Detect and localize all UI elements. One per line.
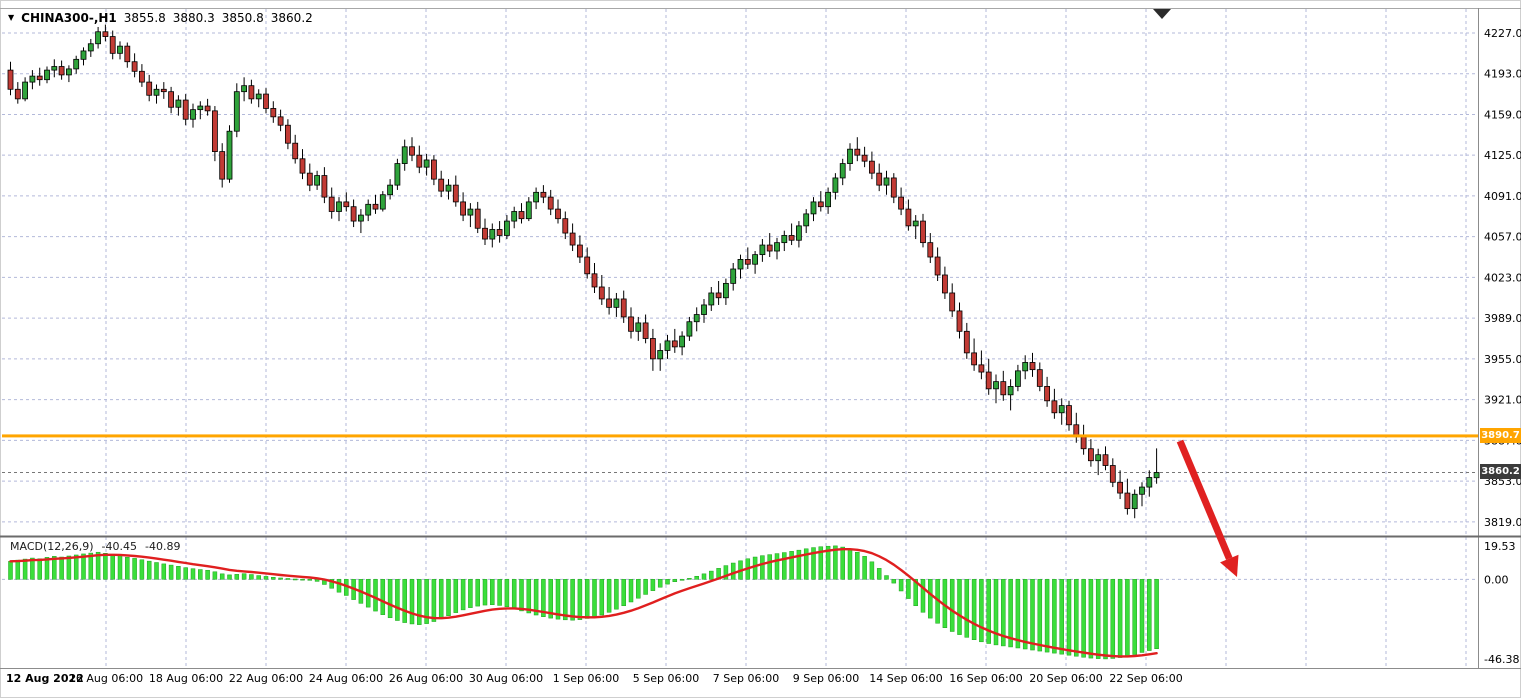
- time-label: 16 Sep 06:00: [949, 672, 1023, 685]
- symbol-timeframe-label: CHINA300-,H1: [21, 11, 117, 25]
- time-label: 9 Sep 06:00: [792, 672, 860, 685]
- time-label: 26 Aug 06:00: [388, 672, 464, 685]
- svg-text:4091.0: 4091.0: [1484, 190, 1521, 203]
- svg-text:4227.0: 4227.0: [1484, 27, 1521, 40]
- svg-text:3921.0: 3921.0: [1484, 394, 1521, 407]
- macd-histogram: [8, 545, 1159, 660]
- time-label: 16 Aug 06:00: [68, 672, 144, 685]
- svg-text:3989.0: 3989.0: [1484, 312, 1521, 325]
- macd-axis-labels[interactable]: 19.53 0.00 -46.38: [1484, 540, 1519, 666]
- time-axis[interactable]: 12 Aug 2022 16 Aug 06:00 18 Aug 06:00 22 Au…: [0, 672, 1478, 696]
- panel-splitter[interactable]: [0, 535, 1521, 538]
- time-label: 20 Sep 06:00: [1029, 672, 1103, 685]
- time-label: 14 Sep 06:00: [869, 672, 943, 685]
- hline-price-tag: 3890.7: [1480, 427, 1521, 443]
- indicator-value-signal: -40.89: [145, 540, 181, 553]
- chart-header: ▼ CHINA300-,H1 3855.8 3880.3 3850.8 3860…: [8, 11, 313, 25]
- time-label: 7 Sep 06:00: [712, 672, 780, 685]
- svg-text:3955.0: 3955.0: [1484, 353, 1521, 366]
- svg-text:0.00: 0.00: [1484, 573, 1509, 586]
- indicator-value-main: -40.45: [101, 540, 138, 553]
- quote-high: 3880.3: [172, 11, 215, 25]
- resistance-hline[interactable]: [2, 434, 1478, 438]
- candlestick-series: [7, 24, 1160, 519]
- svg-text:-46.38: -46.38: [1484, 653, 1519, 666]
- quote-close: 3860.2: [270, 11, 313, 25]
- panel-borders: [0, 8, 1521, 669]
- macd-signal-line: [9, 548, 1158, 658]
- gridlines: [2, 9, 1478, 666]
- time-label: 30 Aug 06:00: [468, 672, 544, 685]
- svg-text:4023.0: 4023.0: [1484, 271, 1521, 284]
- chart-shift-marker[interactable]: [1153, 9, 1171, 19]
- time-label: 22 Sep 06:00: [1109, 672, 1183, 685]
- time-label: 1 Sep 06:00: [552, 672, 620, 685]
- time-label: 18 Aug 06:00: [148, 672, 224, 685]
- time-label: 12 Aug 2022: [6, 672, 84, 685]
- time-label: 22 Aug 06:00: [228, 672, 304, 685]
- indicator-label: MACD(12,26,9) -40.45 -40.89: [10, 540, 180, 553]
- current-price-tag: 3860.2: [1480, 464, 1521, 480]
- svg-text:4057.0: 4057.0: [1484, 231, 1521, 244]
- svg-text:4193.0: 4193.0: [1484, 68, 1521, 81]
- symbol-dropdown-icon[interactable]: ▼: [8, 13, 15, 22]
- quote-low: 3850.8: [221, 11, 264, 25]
- trend-arrow-annotation: [1176, 439, 1239, 577]
- svg-text:4159.0: 4159.0: [1484, 108, 1521, 121]
- svg-text:4125.0: 4125.0: [1484, 149, 1521, 162]
- price-axis-labels[interactable]: 4227.0 4193.0 4159.0 4125.0 4091.0 4057.0 4023…: [1484, 27, 1521, 529]
- svg-text:19.53: 19.53: [1484, 540, 1516, 553]
- time-label: 24 Aug 06:00: [308, 672, 384, 685]
- indicator-name: MACD(12,26,9): [10, 540, 94, 553]
- svg-text:3819.0: 3819.0: [1484, 516, 1521, 529]
- quote-open: 3855.8: [123, 11, 166, 25]
- time-label: 5 Sep 06:00: [632, 672, 700, 685]
